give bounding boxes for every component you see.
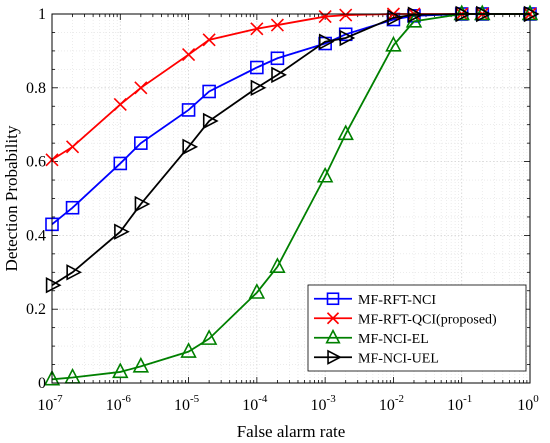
legend-marker <box>326 312 340 325</box>
data-point-triangle-right <box>318 33 335 50</box>
legend-label: MF-NCI-UEL <box>358 351 439 366</box>
y-tick-label: 0.4 <box>26 227 46 244</box>
data-point-triangle-up <box>43 369 61 386</box>
series-layer <box>43 4 540 386</box>
legend-marker <box>325 328 341 344</box>
data-point-triangle-right <box>182 138 199 156</box>
grid <box>51 14 531 383</box>
data-point-triangle-up <box>180 342 197 358</box>
data-point-square <box>270 51 285 66</box>
data-point-triangle-up <box>248 283 266 299</box>
legend: MF-RFT-NCI MF-RFT-QCI(proposed) MF-NCI-EL M… <box>307 284 527 372</box>
data-point-triangle-right <box>114 223 130 240</box>
data-point-square <box>250 60 264 75</box>
data-point-x <box>339 8 353 22</box>
x-tick-label-exponent: -4 <box>258 393 268 405</box>
x-tick-label: 10-5 <box>174 393 200 414</box>
data-point-triangle-right <box>250 79 267 97</box>
legend-marker <box>327 349 342 365</box>
data-point-square <box>202 84 216 99</box>
x-tick-label-exponent: -1 <box>463 393 472 405</box>
y-tick-label: 0.8 <box>26 80 46 97</box>
plot-border <box>51 13 531 384</box>
data-point-triangle-up <box>316 166 334 183</box>
legend-item: MF-RFT-QCI(proposed) <box>314 312 497 327</box>
data-point-triangle-up <box>269 257 286 273</box>
x-tick-label: 10-7 <box>37 393 63 414</box>
legend-item: MF-RFT-NCI <box>314 292 436 308</box>
data-point-triangle-up <box>132 356 150 373</box>
data-point-square <box>65 200 80 215</box>
data-point-triangle-right <box>271 66 287 84</box>
legend-label: MF-NCI-EL <box>358 332 429 347</box>
x-axis-label: False alarm rate <box>237 422 346 441</box>
data-point-triangle-up <box>453 4 470 21</box>
series-1 <box>45 7 537 232</box>
series-2 <box>45 7 537 167</box>
x-tick-label-exponent: -2 <box>395 393 404 405</box>
legend-label: MF-RFT-QCI(proposed) <box>358 312 497 327</box>
data-point-x <box>113 97 127 111</box>
x-tick-label-exponent: -7 <box>53 393 63 405</box>
data-point-x <box>270 18 284 32</box>
data-point-triangle-right <box>45 276 62 294</box>
legend-item: MF-NCI-EL <box>314 328 429 347</box>
x-tick-label-exponent: -5 <box>190 393 200 405</box>
series-line <box>51 13 530 381</box>
data-point-triangle-up <box>474 4 491 21</box>
data-point-x <box>250 22 264 36</box>
data-point-square <box>134 136 148 150</box>
data-point-triangle-up <box>200 329 218 345</box>
data-point-triangle-right <box>407 6 424 23</box>
data-point-x <box>65 140 80 154</box>
x-tick-label: 10-4 <box>242 393 268 414</box>
x-tick-label: 100 <box>517 393 539 414</box>
y-tick-label: 1 <box>38 6 46 23</box>
legend-marker <box>326 292 340 306</box>
y-tick-label: 0.6 <box>26 154 46 171</box>
data-point-x <box>182 48 196 62</box>
y-axis-label: Detection Probability <box>2 125 21 271</box>
legend-label: MF-RFT-NCI <box>358 293 436 308</box>
x-tick-label: 10-2 <box>379 393 404 414</box>
data-point-triangle-right <box>66 264 83 281</box>
data-point-triangle-right <box>339 29 356 47</box>
x-tick-label-exponent: -6 <box>122 393 132 405</box>
data-point-triangle-up <box>385 35 402 52</box>
data-point-x <box>134 81 148 95</box>
x-tick-label: 10-6 <box>106 393 132 414</box>
x-tick-label: 10-1 <box>447 393 472 414</box>
data-point-x <box>202 33 216 47</box>
data-point-triangle-up <box>112 362 129 379</box>
x-tick-label-exponent: 0 <box>533 393 539 405</box>
y-tick-label: 0.2 <box>26 301 46 318</box>
data-point-triangle-up <box>337 124 354 141</box>
y-tick-label: 0 <box>38 375 46 392</box>
data-point-triangle-right <box>202 112 219 130</box>
data-point-x <box>318 10 332 24</box>
x-tick-label: 10-3 <box>311 393 337 414</box>
data-point-triangle-right <box>134 195 151 213</box>
data-point-square <box>113 156 128 171</box>
legend-item: MF-NCI-UEL <box>314 349 439 366</box>
x-tick-label-exponent: -3 <box>327 393 337 405</box>
data-point-square <box>181 103 196 117</box>
